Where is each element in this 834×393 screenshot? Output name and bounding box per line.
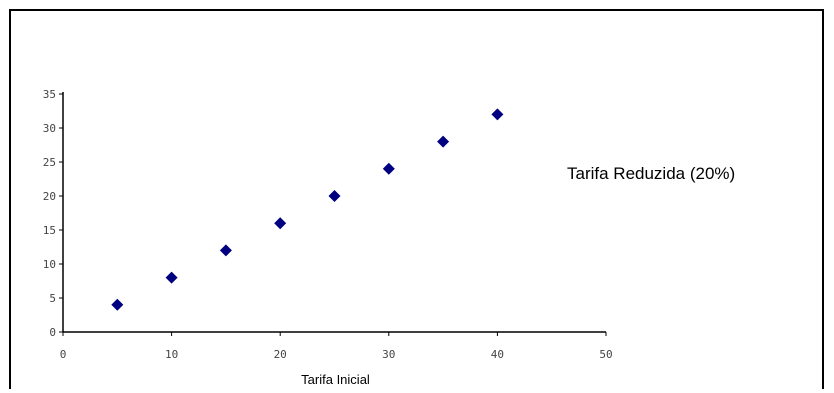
data-point xyxy=(382,162,395,175)
x-tick-label: 50 xyxy=(599,348,612,361)
data-point xyxy=(437,135,450,148)
data-point xyxy=(111,298,124,311)
x-tick-label: 10 xyxy=(165,348,178,361)
data-point xyxy=(219,244,232,257)
data-points xyxy=(111,108,504,311)
data-point xyxy=(165,271,178,284)
axes xyxy=(62,92,606,333)
x-tick-label: 40 xyxy=(491,348,504,361)
y-tick-label: 10 xyxy=(43,258,56,271)
y-ticks: 0 5 10 15 20 25 30 35 xyxy=(43,88,63,339)
y-tick-label: 5 xyxy=(49,292,56,305)
y-tick-label: 30 xyxy=(43,122,56,135)
x-ticks: 0 10 20 30 40 50 xyxy=(60,332,613,361)
y-tick-label: 35 xyxy=(43,88,56,101)
x-tick-label: 20 xyxy=(274,348,287,361)
y-tick-label: 20 xyxy=(43,190,56,203)
y-tick-label: 15 xyxy=(43,224,56,237)
x-tick-label: 30 xyxy=(382,348,395,361)
legend-entry: Tarifa Reduzida (20%) xyxy=(567,164,735,183)
chart-frame xyxy=(9,9,824,389)
y-tick-label: 0 xyxy=(49,326,56,339)
x-axis-label: Tarifa Inicial xyxy=(301,372,370,387)
y-tick-label: 25 xyxy=(43,156,56,169)
data-point xyxy=(274,217,287,230)
x-tick-label: 0 xyxy=(60,348,67,361)
data-point xyxy=(491,108,504,121)
data-point xyxy=(328,190,341,202)
